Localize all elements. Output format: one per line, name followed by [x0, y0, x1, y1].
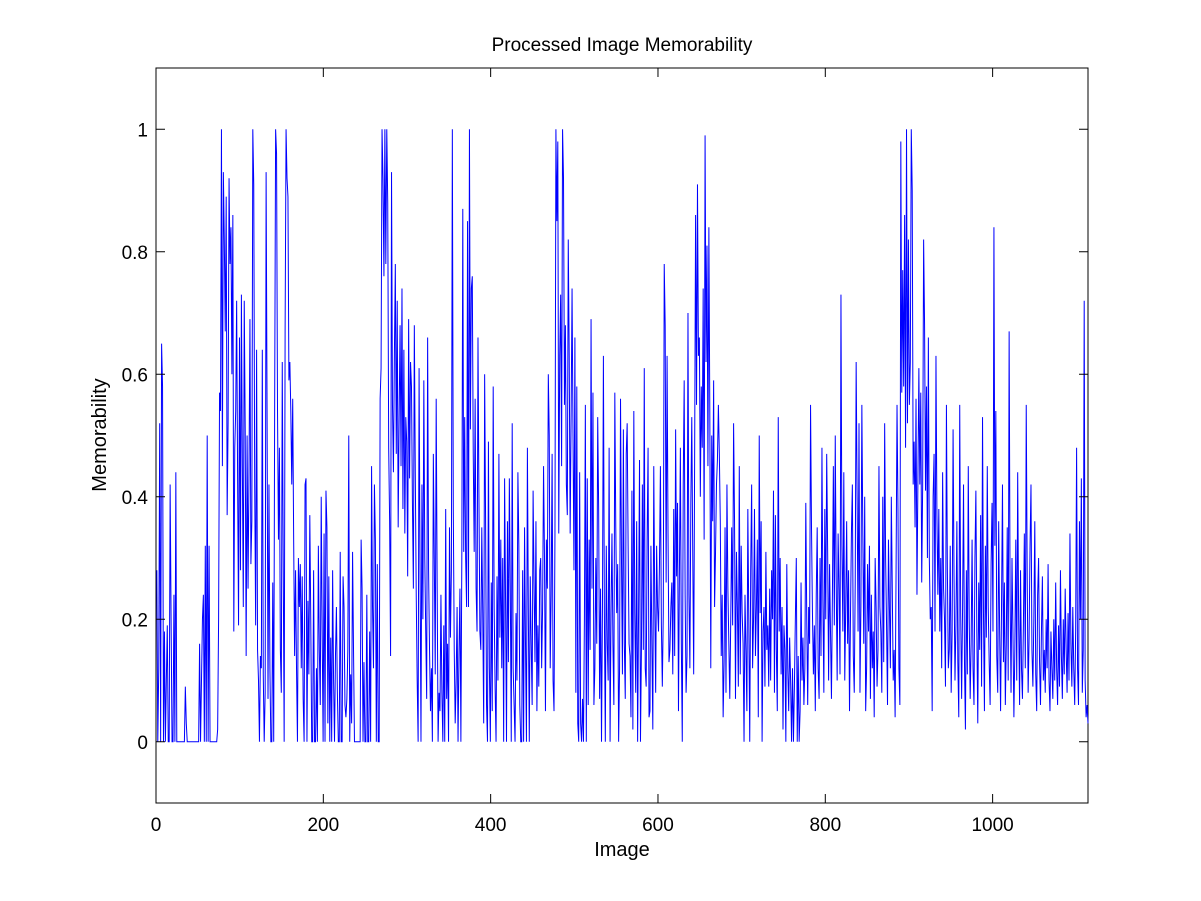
data-layer — [156, 129, 1089, 743]
y-tick-label: 0 — [137, 733, 148, 754]
y-tick-label: 0.6 — [122, 365, 148, 386]
y-axis-label: Memorability — [89, 378, 111, 491]
x-tick-label: 800 — [809, 815, 841, 836]
y-tick-label: 0.2 — [122, 610, 148, 631]
chart-title: Processed Image Memorability — [492, 35, 753, 56]
y-tick-label: 0.8 — [122, 243, 148, 264]
x-tick-label: 1000 — [971, 815, 1013, 836]
y-tick-label: 0.4 — [122, 488, 149, 509]
x-axis-label: Image — [594, 839, 650, 861]
axes-box — [155, 67, 1089, 804]
x-tick-label: 400 — [475, 815, 507, 836]
ticks-layer: 0 200 400 600 800 1000 0 0.2 0.4 0.6 0.8 1 — [122, 68, 1088, 836]
series-line-0 — [156, 129, 1089, 743]
y-tick-label: 1 — [137, 120, 148, 141]
x-tick-label: 600 — [642, 815, 674, 836]
x-tick-label: 0 — [151, 815, 162, 836]
x-tick-label: 200 — [307, 815, 339, 836]
